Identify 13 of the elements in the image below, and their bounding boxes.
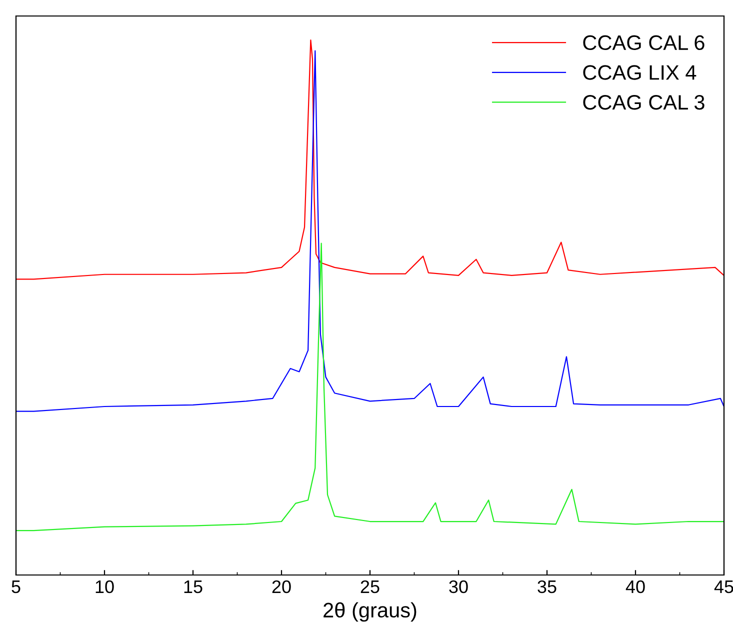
x-tick-label: 25 [360,580,380,594]
legend-label: CCAG LIX 4 [583,65,696,80]
x-tick-label: 20 [272,580,291,594]
legend-label: CCAG CAL 6 [583,35,704,50]
x-tick-label: 40 [626,580,645,594]
x-tick-label: 30 [449,580,468,594]
x-tick-label: 45 [714,580,733,594]
x-tick-label: 15 [184,580,202,594]
x-tick-label: 5 [12,580,20,594]
x-tick-label: 35 [538,580,556,594]
x-axis-title: 2θ (graus) [324,602,416,622]
x-tick-label: 10 [96,580,114,594]
legend-label: CCAG CAL 3 [583,94,704,110]
